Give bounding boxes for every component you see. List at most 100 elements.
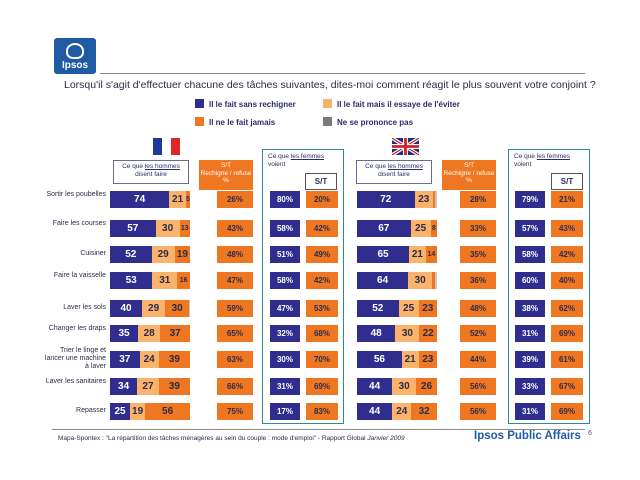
bar-segment: 30 [165,300,190,317]
femmes-sans-rechigner-cell: 31% [515,325,545,342]
category-label: Faire les courses [52,220,106,227]
femmes-st-cell: 62% [551,300,583,317]
st-rechigne-cell: 44% [460,351,496,368]
femmes-sans-rechigner-cell: 32% [270,325,300,342]
footer-source: Mapa-Spontex : "La répartition des tâche… [58,435,405,442]
femmes-st-cell: 42% [306,272,338,289]
bar-segment: 29 [142,300,166,317]
femmes-st-cell: 42% [306,220,338,237]
femmes-sans-rechigner-cell: 60% [515,272,545,289]
category-label: Changer les draps [48,325,106,332]
bar-segment: 13 [179,220,190,237]
bar-segment: 23 [418,300,437,317]
femmes-st-cell: 53% [306,300,338,317]
bar-segment: 48 [357,325,396,342]
st-rechigne-cell: 35% [460,246,496,263]
st-rechigne-cell: 59% [217,300,253,317]
bar-segment [435,191,437,208]
femmes-st-cell: 69% [551,325,583,342]
header-femmes-fr: Ce que les femmes voient [268,153,325,168]
femmes-st-cell: 21% [551,191,583,208]
legend-item-sans-rechigner: Il le fait sans rechigner [195,99,296,109]
bar-segment: 44 [357,378,393,395]
femmes-sans-rechigner-cell: 57% [515,220,545,237]
header-hommes-fr: Ce que les hommes disent faire [113,160,189,184]
bar-segment: 5 [186,191,190,208]
header-femmes-uk: Ce que les femmes voient [514,153,571,168]
category-label: Repasser [76,407,106,414]
bar-segment: 53 [110,272,153,289]
bar-segment: 24 [139,351,159,368]
femmes-sans-rechigner-cell: 58% [270,272,300,289]
header-st-rechigne-fr: S/T Rechigne / refuse% [199,160,253,190]
bar-segment: 22 [419,325,437,342]
page-number: 6 [588,430,592,437]
bar-segment: 65 [357,246,409,263]
bar-segment: 28 [138,325,161,342]
bar-segment: 21 [409,246,426,263]
femmes-sans-rechigner-cell: 30% [270,351,300,368]
st-rechigne-cell: 56% [460,378,496,395]
ipsos-logo-icon [66,43,84,59]
header-divider [100,73,585,74]
legend-swatch [195,99,204,108]
femmes-sans-rechigner-cell: 38% [515,300,545,317]
femmes-st-cell: 20% [306,191,338,208]
femmes-sans-rechigner-cell: 31% [270,378,300,395]
st-rechigne-cell: 52% [460,325,496,342]
femmes-st-cell: 49% [306,246,338,263]
legend-item-jamais: Il ne le fait jamais [195,117,275,127]
bar-segment: 40 [110,300,142,317]
bar-segment: 74 [110,191,170,208]
femmes-sans-rechigner-cell: 17% [270,403,300,420]
femmes-sans-rechigner-cell: 79% [515,191,545,208]
france-flag-icon [153,138,180,155]
bar-segment: 25 [410,220,431,237]
femmes-st-cell: 42% [551,246,583,263]
bar-segment: 21 [169,191,186,208]
femmes-sans-rechigner-cell: 51% [270,246,300,263]
category-label: Faire la vaisselle [53,272,106,279]
bar-segment [434,272,437,289]
bar-segment: 34 [110,378,138,395]
ipsos-logo: Ipsos [54,38,96,74]
bar-segment: 30 [408,272,433,289]
femmes-st-cell: 83% [306,403,338,420]
bar-segment: 25 [398,300,419,317]
bar-segment: 37 [110,351,140,368]
bar-segment: 67 [357,220,411,237]
femmes-voient-frame-fr [262,149,344,424]
bar-segment: 29 [151,246,175,263]
femmes-st-cell: 40% [551,272,583,289]
bar-segment: 24 [392,403,412,420]
header-st-rechigne-uk: S/T Rechigne / refuse% [442,160,496,190]
st-rechigne-cell: 63% [217,351,253,368]
bar-segment: 72 [357,191,415,208]
header-hommes-uk: Ce que les hommes disent faire [356,160,432,184]
legend-item-nsp: Ne se prononce pas [323,117,413,127]
femmes-st-cell: 67% [551,378,583,395]
bar-segment: 30 [392,378,417,395]
category-label: Laver les sols [63,304,106,311]
bar-segment: 31 [152,272,178,289]
footer-brand: Ipsos Public Affairs [474,430,581,442]
category-label: Trier le linge et lancer une machine à l… [44,347,106,370]
bar-segment [432,272,435,289]
bar-segment: 23 [414,191,433,208]
bar-segment: 30 [155,220,180,237]
legend-swatch [323,117,332,126]
st-rechigne-cell: 66% [217,378,253,395]
st-rechigne-cell: 48% [460,300,496,317]
uk-flag-icon [392,138,419,155]
femmes-sans-rechigner-cell: 47% [270,300,300,317]
category-label: Sortir les poubelles [46,191,106,198]
bar-segment: 19 [130,403,146,420]
st-rechigne-cell: 75% [217,403,253,420]
st-rechigne-cell: 43% [217,220,253,237]
category-label: Cuisiner [80,250,106,257]
bar-segment: 64 [357,272,409,289]
femmes-sans-rechigner-cell: 39% [515,351,545,368]
femmes-st-cell: 61% [551,351,583,368]
bar-segment: 37 [160,325,190,342]
st-rechigne-cell: 33% [460,220,496,237]
